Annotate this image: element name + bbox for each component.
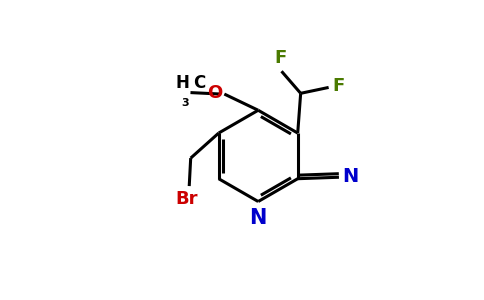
Text: H: H bbox=[175, 74, 189, 92]
Text: F: F bbox=[274, 49, 286, 67]
Text: Br: Br bbox=[175, 190, 197, 208]
Text: O: O bbox=[208, 84, 223, 102]
Text: N: N bbox=[343, 167, 359, 186]
Text: N: N bbox=[250, 208, 267, 228]
Text: F: F bbox=[332, 77, 345, 95]
Text: 3: 3 bbox=[182, 98, 189, 109]
Text: C: C bbox=[194, 74, 206, 92]
